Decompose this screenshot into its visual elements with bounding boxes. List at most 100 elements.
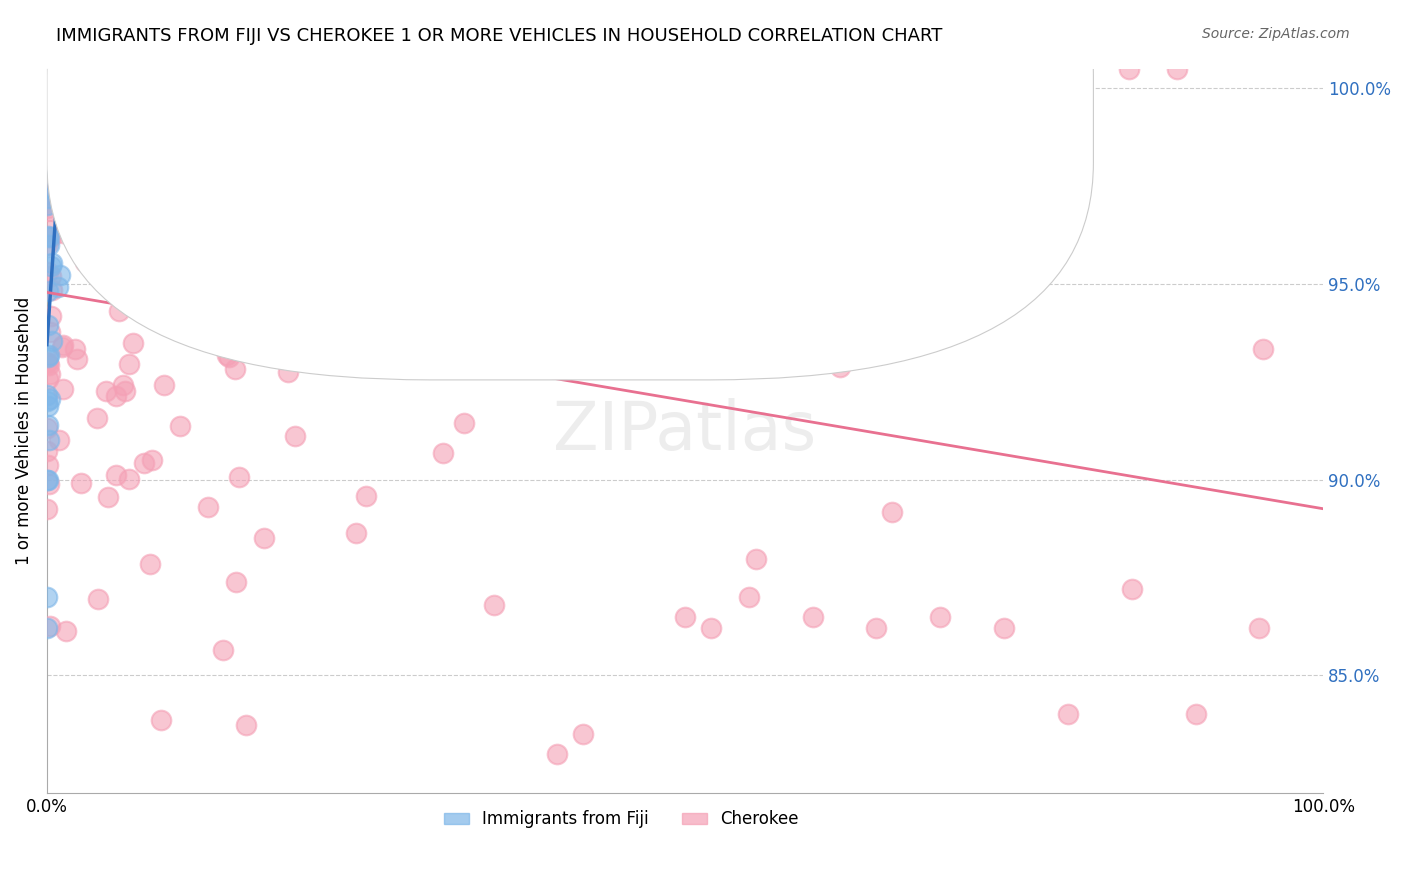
Point (142, 233, 165, 247)
Point (52, 382, 75, 396)
Point (94, 248, 117, 262)
Point (571, 270, 593, 285)
Point (39, 268, 62, 283)
Point (86, 591, 108, 606)
Point (323, 303, 346, 318)
Point (48, 433, 70, 447)
Point (38, 434, 60, 448)
Point (42, 179, 65, 194)
Point (299, 318, 322, 332)
Point (37, 458, 59, 473)
Point (122, 336, 145, 351)
Point (361, 219, 384, 234)
Point (37, 318, 59, 333)
Text: IMMIGRANTS FROM FIJI VS CHEROKEE 1 OR MORE VEHICLES IN HOUSEHOLD CORRELATION CHA: IMMIGRANTS FROM FIJI VS CHEROKEE 1 OR MO… (56, 27, 942, 45)
Point (38, 348, 60, 362)
Point (326, 298, 349, 312)
Point (41, 62, 63, 76)
Point (128, 187, 150, 202)
Point (232, 150, 254, 164)
Point (432, 329, 454, 343)
Point (361, 336, 384, 351)
Point (38, 96, 60, 111)
Point (111, 378, 134, 392)
Point (37, 421, 59, 435)
Point (39, 309, 62, 323)
Point (37, 265, 59, 279)
Point (105, 136, 128, 151)
Point (97, 490, 120, 504)
Point (465, 162, 488, 177)
Point (42, 62, 65, 76)
Legend: Immigrants from Fiji, Cherokee: Immigrants from Fiji, Cherokee (437, 804, 806, 835)
Point (118, 120, 141, 134)
Point (39, 367, 62, 381)
Point (44, 188, 66, 202)
Point (69, 475, 91, 490)
Point (195, 205, 218, 219)
Point (450, 156, 472, 170)
Point (76, 169, 98, 184)
Point (63, 342, 86, 356)
Point (35, 473, 58, 487)
Point (37, 444, 59, 458)
Point (745, 552, 768, 566)
Point (35, 388, 58, 402)
Point (39, 325, 62, 339)
Point (37, 284, 59, 298)
Point (97, 88, 120, 103)
Point (1057, 707, 1080, 722)
Point (38, 619, 60, 633)
Point (482, 598, 505, 612)
Point (37, 355, 59, 369)
Point (828, 360, 851, 375)
Point (673, 609, 696, 624)
Point (153, 377, 176, 392)
Point (170, 62, 193, 76)
Point (37, 203, 59, 218)
Point (218, 351, 240, 365)
Point (39, 62, 62, 76)
Point (179, 62, 201, 76)
Point (39, 392, 62, 406)
Point (202, 294, 225, 309)
Text: ZIPatlas: ZIPatlas (554, 398, 817, 464)
Point (253, 531, 276, 545)
Point (66, 351, 89, 366)
Point (105, 467, 128, 482)
Point (207, 168, 229, 182)
Point (96, 384, 118, 398)
Point (176, 184, 198, 198)
Point (544, 279, 567, 293)
Point (546, 747, 568, 761)
Point (38, 358, 60, 372)
Point (37, 181, 59, 195)
Point (37, 198, 59, 212)
Point (37, 372, 59, 386)
Point (496, 62, 519, 76)
Point (572, 727, 595, 741)
Point (647, 196, 669, 211)
Point (197, 184, 219, 198)
Point (699, 621, 721, 635)
Point (344, 525, 367, 540)
Point (37, 473, 59, 487)
Point (38, 238, 60, 252)
Point (356, 257, 378, 271)
Point (49, 268, 72, 282)
Point (37, 501, 59, 516)
Point (882, 505, 904, 519)
Point (65, 197, 87, 211)
Point (105, 62, 128, 76)
Point (235, 718, 257, 732)
Point (228, 469, 250, 483)
Point (44, 68, 66, 82)
Point (139, 557, 162, 571)
Point (52, 64, 75, 78)
Point (37, 87, 59, 102)
Point (86, 410, 108, 425)
Point (263, 62, 285, 76)
Point (55, 624, 77, 639)
Point (391, 175, 413, 189)
Point (141, 453, 163, 467)
